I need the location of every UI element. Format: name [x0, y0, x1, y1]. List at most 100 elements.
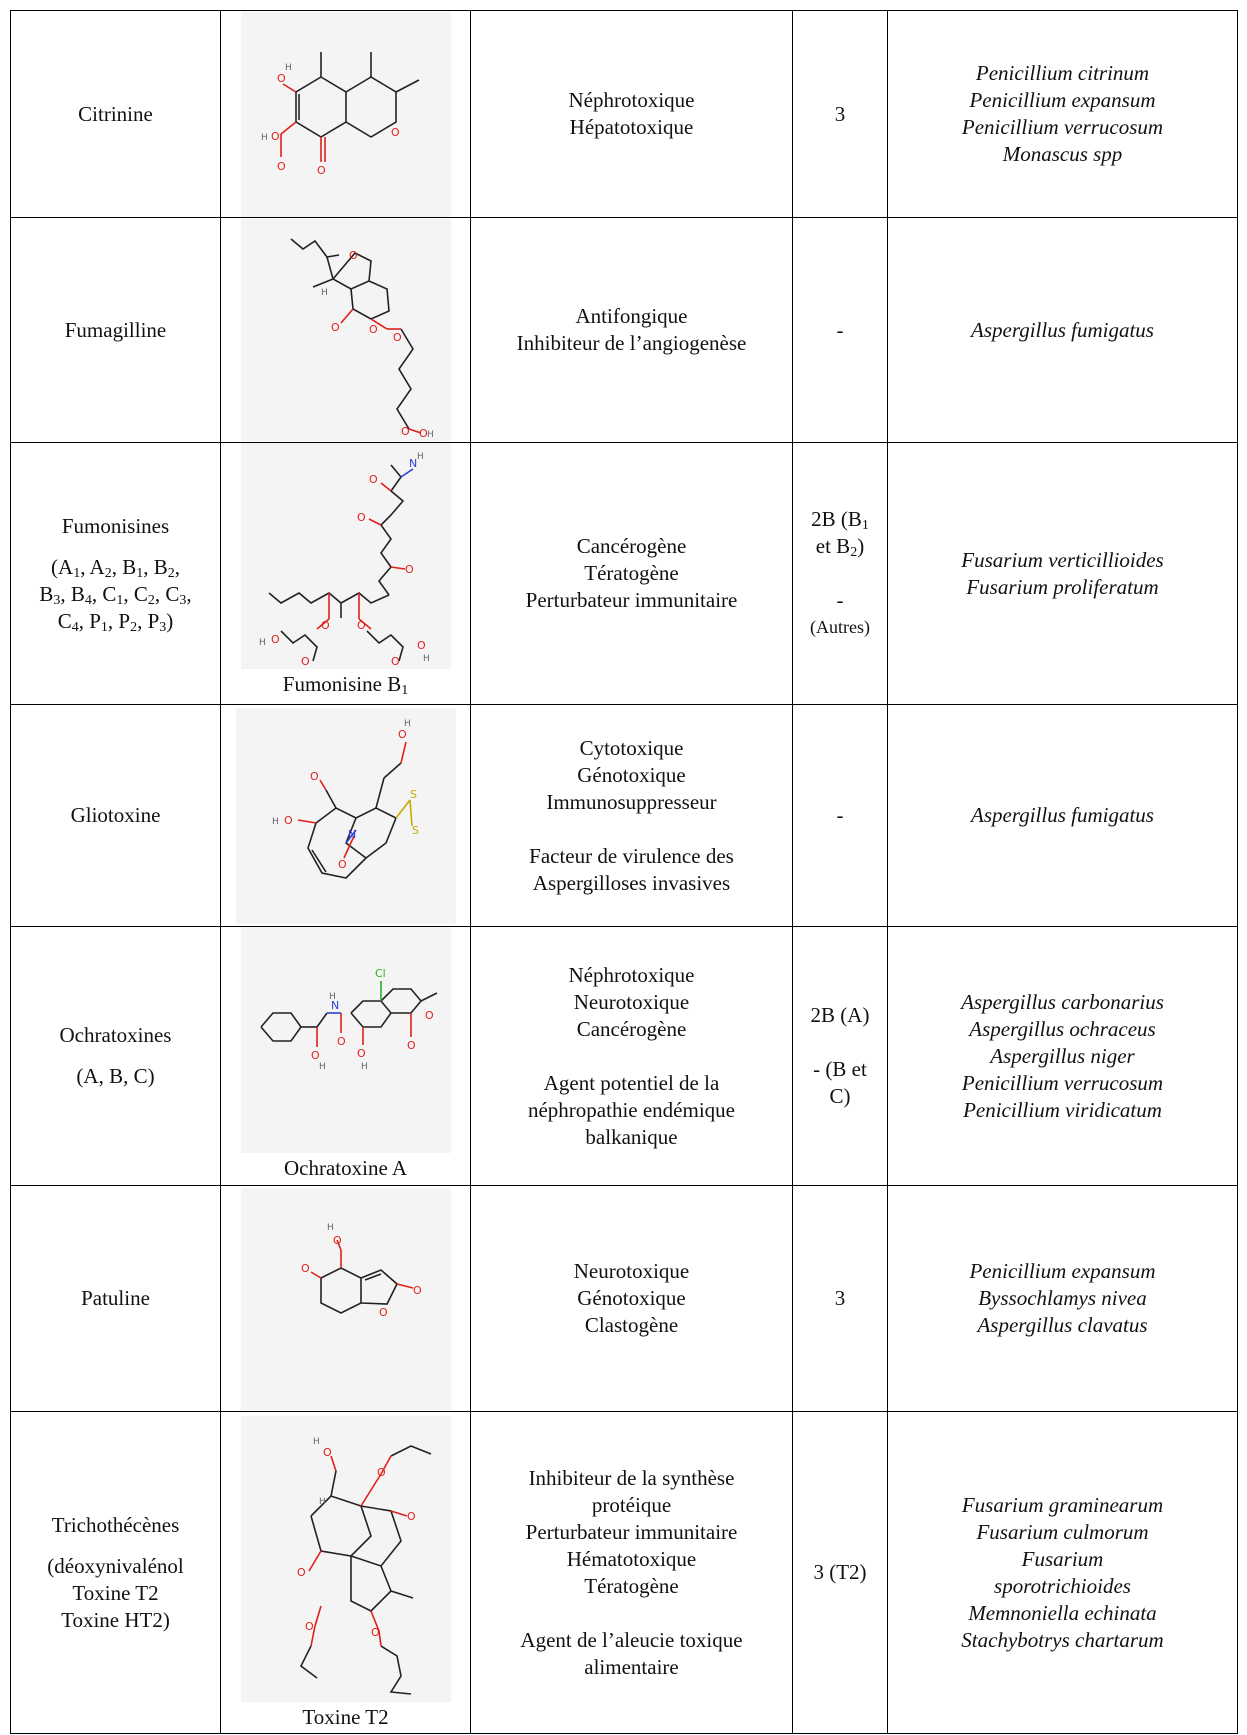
svg-text:O: O: [413, 1284, 422, 1297]
effect-text: Agent potentiel de la: [543, 1070, 720, 1095]
svg-text:O: O: [277, 160, 286, 173]
effects-cell: Antifongique Inhibiteur de l’angiogenèse: [470, 217, 793, 443]
effect-text: Tératogène: [584, 1573, 679, 1598]
svg-text:O: O: [393, 331, 402, 344]
structure-caption: Ochratoxine A: [283, 1156, 408, 1180]
toxin-name: Trichothécènes: [51, 1512, 180, 1537]
table-row: Gliotoxine: [10, 704, 1238, 927]
classification-cell: 2B (B1 et B2) - (Autres): [792, 442, 888, 705]
classification-text: -: [836, 588, 844, 612]
effect-text: Hépatotoxique: [569, 115, 694, 139]
svg-text:O: O: [271, 633, 280, 646]
svg-text:H: H: [285, 63, 292, 73]
toxin-name-cell: Patuline: [10, 1185, 221, 1412]
svg-text:O: O: [323, 1446, 332, 1459]
structure-cell: H O O H O O N S S: [220, 704, 471, 927]
species-text: Fusarium culmorum: [976, 1519, 1149, 1544]
effect-text: Tératogène: [584, 561, 679, 585]
svg-text:H: H: [427, 430, 434, 440]
table-row: Patuline: [10, 1185, 1238, 1412]
effect-text: Néphrotoxique: [568, 962, 695, 987]
svg-text:S: S: [410, 788, 417, 801]
variant-line: (déoxynivalénol: [47, 1553, 184, 1578]
svg-text:O: O: [305, 1620, 314, 1633]
effect-text: Génotoxique: [577, 762, 686, 787]
classification-text: C): [829, 1084, 851, 1108]
effect-text: néphropathie endémique: [527, 1097, 735, 1122]
svg-text:O: O: [391, 126, 400, 139]
structure-cell: O H O O O H O: [220, 10, 471, 218]
svg-text:O: O: [331, 321, 340, 334]
classification-cell: -: [792, 704, 888, 927]
svg-text:O: O: [357, 511, 366, 524]
species-cell: Fusarium graminearum Fusarium culmorum F…: [887, 1411, 1238, 1734]
classification-cell: 3 (T2): [792, 1411, 888, 1734]
svg-text:O: O: [333, 1234, 342, 1247]
toxin-name-cell: Fumagilline: [10, 217, 221, 443]
species-text: Fusarium proliferatum: [966, 574, 1159, 599]
svg-text:O: O: [371, 1626, 380, 1639]
structure-cell: O O O O O O H H: [220, 217, 471, 443]
effect-text: Inhibiteur de l’angiogenèse: [516, 331, 747, 355]
species-text: Stachybotrys chartarum: [961, 1627, 1164, 1652]
classification-text: et B2): [815, 534, 865, 560]
svg-text:O: O: [271, 130, 280, 143]
structure-cell: Cl N H O H O O H O O Ochratoxine A: [220, 926, 471, 1186]
svg-text:O: O: [391, 655, 400, 668]
effect-text: Cancérogène: [576, 1016, 687, 1041]
species-text: Fusarium: [1021, 1546, 1104, 1571]
effect-text: balkanique: [585, 1124, 678, 1149]
effect-text: Perturbateur immunitaire: [525, 1519, 738, 1544]
species-text: Penicillium expansum: [969, 88, 1156, 112]
mycotoxin-table: Citrinine: [10, 10, 1238, 1734]
svg-text:O: O: [357, 619, 366, 632]
toxin-name: Ochratoxines: [59, 1023, 172, 1047]
table-row: Ochratoxines (A, B, C): [10, 926, 1238, 1186]
svg-text:O: O: [398, 728, 407, 741]
effects-cell: Néphrotoxique Hépatotoxique: [470, 10, 793, 218]
classification-text: (Autres): [810, 617, 870, 637]
structure-cell: H O O O O: [220, 1185, 471, 1412]
svg-text:H: H: [423, 654, 430, 664]
toxin-name: Gliotoxine: [70, 803, 161, 827]
structure-caption: Toxine T2: [302, 1705, 389, 1729]
patuline-structure-image: H O O O O: [240, 1187, 451, 1410]
svg-text:O: O: [310, 770, 319, 783]
svg-text:S: S: [412, 824, 419, 837]
effect-text: Génotoxique: [577, 1286, 686, 1310]
toxin-name: Fumonisines: [61, 513, 170, 538]
effect-text: alimentaire: [584, 1654, 679, 1679]
table-row: Fumonisines (A1, A2, B1, B2, B3, B4, C1,…: [10, 442, 1238, 705]
classification-text: -: [836, 317, 844, 342]
toxin-variants: (A, B, C): [11, 1063, 220, 1090]
species-text: Fusarium verticillioides: [961, 547, 1164, 572]
species-text: Penicillium expansum: [969, 1259, 1156, 1283]
svg-text:H: H: [329, 992, 336, 1002]
svg-text:O: O: [284, 814, 293, 827]
effect-text: Hématotoxique: [566, 1546, 697, 1571]
effect-text: protéique: [591, 1492, 672, 1517]
effect-text: Cytotoxique: [579, 735, 684, 760]
species-text: sporotrichioides: [994, 1573, 1131, 1598]
toxin-variants: (A1, A2, B1, B2, B3, B4, C1, C2, C3, C4,…: [11, 554, 220, 635]
svg-text:H: H: [319, 1062, 326, 1072]
effect-text: Inhibiteur de la synthèse: [528, 1465, 735, 1490]
classification-cell: -: [792, 217, 888, 443]
effect-text: Antifongique: [575, 304, 688, 328]
svg-text:O: O: [369, 473, 378, 486]
svg-text:O: O: [379, 1306, 388, 1319]
toxin-name: Patuline: [81, 1286, 150, 1310]
svg-text:O: O: [407, 1510, 416, 1523]
effect-text: Agent de l’aleucie toxique: [520, 1627, 743, 1652]
svg-text:H: H: [272, 817, 279, 827]
classification-text: -: [836, 803, 844, 827]
variant-line: Toxine T2: [72, 1580, 159, 1605]
svg-text:Cl: Cl: [375, 967, 386, 980]
effect-text: Aspergilloses invasives: [532, 870, 731, 895]
variant-line: B3, B4, C1, C2, C3,: [39, 581, 192, 608]
classification-text: 2B (A): [810, 1003, 870, 1027]
classification-cell: 2B (A) - (B et C): [792, 926, 888, 1186]
structure-cell: N H O O O O O O O O O H H Fu: [220, 442, 471, 705]
species-cell: Fusarium verticillioides Fusarium prolif…: [887, 442, 1238, 705]
species-cell: Aspergillus fumigatus: [887, 704, 1238, 927]
